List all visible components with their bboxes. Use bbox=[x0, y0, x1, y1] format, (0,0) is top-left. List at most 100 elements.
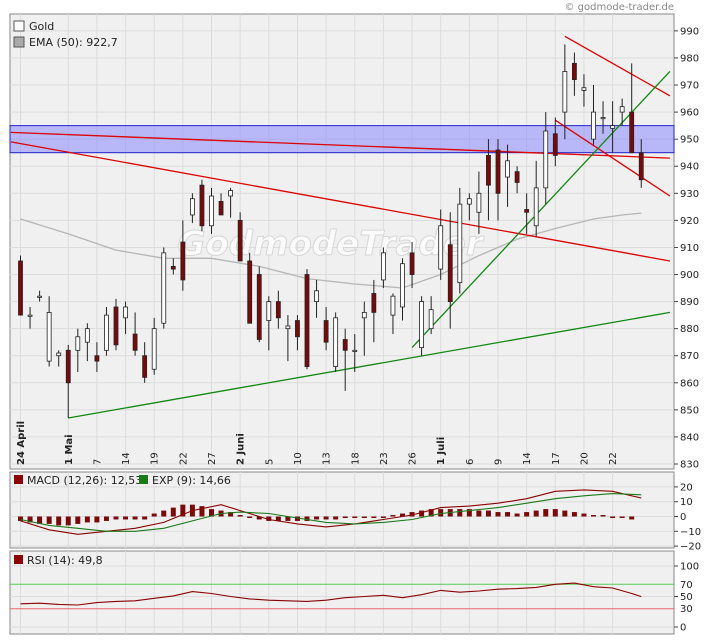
candle bbox=[142, 342, 148, 383]
price-grid bbox=[10, 14, 674, 469]
candle bbox=[352, 334, 358, 372]
macd-histogram-bar bbox=[209, 509, 214, 517]
date-tick-label: 2 Juni bbox=[236, 433, 247, 465]
date-tick-label: 14 bbox=[522, 452, 533, 465]
candle bbox=[572, 52, 577, 96]
macd-histogram-bar bbox=[390, 515, 396, 517]
date-tick-label: 19 bbox=[150, 452, 161, 465]
rsi-tick-label: 0 bbox=[680, 623, 686, 634]
macd-histogram-bar bbox=[103, 516, 109, 521]
candle bbox=[495, 139, 501, 221]
candle bbox=[419, 296, 425, 356]
date-tick-label: 22 bbox=[178, 452, 189, 465]
macd-panel bbox=[9, 471, 675, 549]
candle bbox=[94, 342, 100, 372]
date-tick-label: 24 April bbox=[16, 421, 27, 465]
macd-histogram-bar bbox=[466, 509, 472, 517]
candle bbox=[400, 258, 405, 321]
price-tick-label: 900 bbox=[680, 270, 699, 281]
candle bbox=[380, 247, 386, 289]
price-tick-label: 930 bbox=[680, 189, 699, 200]
candle bbox=[65, 344, 71, 418]
legend-swatch-exp bbox=[139, 475, 148, 484]
macd-histogram-bar bbox=[142, 516, 148, 520]
macd-histogram-bar bbox=[314, 516, 320, 520]
candle bbox=[285, 315, 291, 362]
candle bbox=[218, 193, 224, 216]
legend-macd: MACD (12,26): 12,53 bbox=[27, 474, 142, 487]
macd-histogram-bar bbox=[256, 516, 262, 520]
candle bbox=[600, 101, 606, 134]
candle bbox=[505, 144, 510, 207]
price-tick-label: 830 bbox=[680, 460, 699, 471]
date-tick-label: 9 bbox=[494, 459, 505, 465]
rsi-grid bbox=[10, 551, 674, 634]
exp-signal-line bbox=[20, 493, 642, 532]
macd-histogram-bar bbox=[485, 510, 491, 517]
trend-line-3 bbox=[564, 35, 671, 97]
price-tick-label: 950 bbox=[680, 135, 699, 146]
candle bbox=[591, 85, 596, 145]
candle bbox=[46, 296, 52, 367]
legend-exp: EXP (9): 14,66 bbox=[152, 474, 231, 487]
macd-histogram-bar bbox=[247, 516, 253, 518]
trend-line-4 bbox=[554, 119, 671, 197]
ema-50-line bbox=[20, 212, 642, 289]
legend-swatch-rsi bbox=[14, 555, 23, 564]
macd-histogram-bar bbox=[476, 510, 482, 517]
price-tick-label: 910 bbox=[680, 243, 699, 254]
candle bbox=[514, 166, 520, 194]
macd-tick-label: −20 bbox=[680, 542, 701, 553]
macd-histogram-bar bbox=[352, 516, 358, 518]
candle bbox=[237, 212, 243, 262]
macd-histogram-bar bbox=[380, 516, 386, 518]
date-tick-label: 18 bbox=[350, 452, 361, 465]
candle bbox=[342, 328, 348, 391]
macd-histogram-bar bbox=[27, 516, 33, 523]
macd-histogram-bar bbox=[514, 513, 520, 517]
candle bbox=[476, 171, 482, 234]
macd-tick-label: −10 bbox=[680, 527, 701, 538]
macd-histogram bbox=[18, 504, 635, 526]
candlesticks bbox=[18, 44, 644, 418]
candle bbox=[275, 290, 281, 329]
candle bbox=[151, 317, 157, 375]
ema-line bbox=[20, 212, 642, 289]
date-tick-label: 14 bbox=[121, 452, 132, 465]
date-tick-label: 20 bbox=[579, 452, 590, 465]
candle bbox=[123, 301, 128, 335]
macd-lines bbox=[20, 489, 642, 535]
rsi-polyline bbox=[20, 582, 642, 606]
macd-histogram-bar bbox=[56, 516, 62, 526]
date-tick-label: 13 bbox=[322, 452, 333, 465]
candle bbox=[524, 193, 530, 234]
macd-grid bbox=[10, 472, 674, 548]
macd-histogram-bar bbox=[629, 516, 635, 520]
price-tick-label: 960 bbox=[680, 108, 699, 119]
candle bbox=[447, 212, 453, 329]
macd-histogram-bar bbox=[619, 516, 625, 518]
macd-histogram-bar bbox=[543, 509, 549, 517]
candle bbox=[543, 112, 549, 205]
price-tick-label: 890 bbox=[680, 297, 699, 308]
legend-swatch-ema bbox=[13, 36, 25, 48]
candle bbox=[629, 63, 635, 154]
price-tick-label: 840 bbox=[680, 432, 699, 443]
date-axis: 24 April 1 Mai 7 14 19 22 27 2 Juni 5 10 13 18 23 26 1… bbox=[16, 421, 619, 465]
macd-tick-label: 20 bbox=[680, 482, 693, 493]
candle bbox=[390, 293, 396, 335]
date-tick-label: 6 bbox=[465, 459, 476, 465]
candle bbox=[562, 44, 568, 140]
macd-histogram-bar bbox=[75, 516, 81, 524]
trend-line-5 bbox=[68, 311, 671, 419]
candle bbox=[438, 209, 444, 280]
candle bbox=[533, 160, 539, 237]
candle bbox=[37, 290, 42, 302]
candle bbox=[161, 247, 167, 329]
date-tick-label: 27 bbox=[207, 452, 218, 465]
candle bbox=[104, 306, 109, 356]
macd-histogram-bar bbox=[237, 515, 243, 517]
trend-line-6 bbox=[411, 71, 671, 349]
price-tick-label: 940 bbox=[680, 162, 699, 173]
candle bbox=[610, 101, 615, 153]
